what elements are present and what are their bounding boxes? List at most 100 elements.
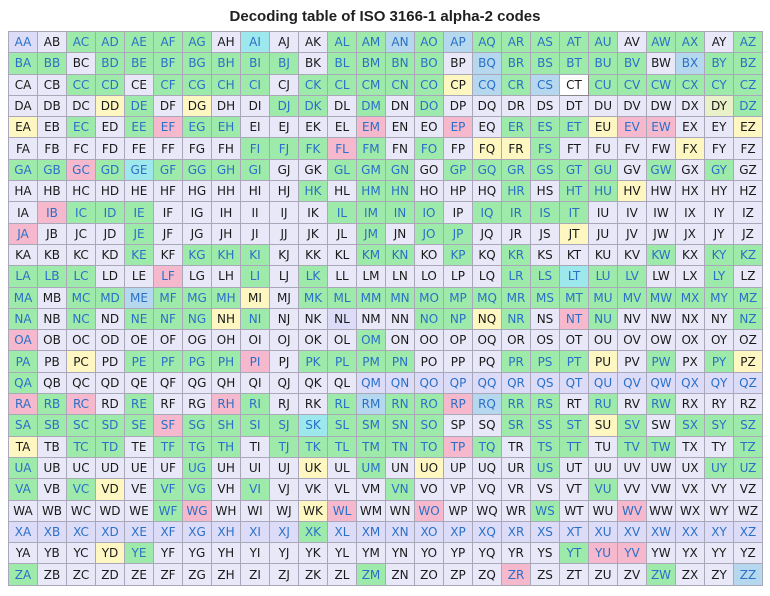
code-cell-wt: WT xyxy=(560,500,589,522)
code-cell-fh: FH xyxy=(212,138,241,160)
code-cell-vn: VN xyxy=(386,479,415,501)
code-cell-zx: ZX xyxy=(676,564,705,586)
code-cell-wg: WG xyxy=(183,500,212,522)
code-cell-nw: NW xyxy=(647,308,676,331)
code-cell-qt: QT xyxy=(560,372,589,395)
code-cell-we: WE xyxy=(125,500,154,522)
code-cell-lq: LQ xyxy=(473,266,502,288)
code-cell-wr: WR xyxy=(502,500,531,522)
code-cell-ks: KS xyxy=(531,244,560,267)
code-cell-no: NO xyxy=(415,308,444,331)
code-cell-iy: IY xyxy=(705,202,734,224)
code-cell-yx: YX xyxy=(676,543,705,565)
code-cell-qf: QF xyxy=(154,372,183,395)
code-cell-ty: TY xyxy=(705,436,734,458)
code-cell-hy: HY xyxy=(705,181,734,203)
code-cell-oe: OE xyxy=(125,330,154,352)
code-cell-rg: RG xyxy=(183,394,212,416)
code-cell-pc: PC xyxy=(67,351,96,373)
code-cell-yw: YW xyxy=(647,543,676,565)
code-cell-dw: DW xyxy=(647,95,676,118)
code-cell-pl: PL xyxy=(328,351,357,373)
code-cell-mi: MI xyxy=(241,287,270,309)
code-cell-sa: SA xyxy=(9,415,38,437)
code-cell-cj: CJ xyxy=(270,74,299,96)
code-cell-fj: FJ xyxy=(270,138,299,160)
code-cell-yu: YU xyxy=(589,543,618,565)
code-cell-hb: HB xyxy=(38,181,67,203)
code-cell-wq: WQ xyxy=(473,500,502,522)
code-cell-gd: GD xyxy=(96,159,125,182)
code-cell-tf: TF xyxy=(154,436,183,458)
code-cell-ja: JA xyxy=(9,223,38,245)
code-cell-xo: XO xyxy=(415,521,444,544)
code-cell-ya: YA xyxy=(9,543,38,565)
code-cell-ke: KE xyxy=(125,244,154,267)
code-cell-ua: UA xyxy=(9,457,38,480)
code-cell-ae: AE xyxy=(125,32,154,54)
code-cell-ry: RY xyxy=(705,394,734,416)
code-cell-tv: TV xyxy=(618,436,647,458)
code-cell-gp: GP xyxy=(444,159,473,182)
code-cell-ea: EA xyxy=(9,117,38,139)
code-cell-td: TD xyxy=(96,436,125,458)
code-cell-zv: ZV xyxy=(618,564,647,586)
code-cell-km: KM xyxy=(357,244,386,267)
code-cell-pq: PQ xyxy=(473,351,502,373)
code-cell-ib: IB xyxy=(38,202,67,224)
code-cell-io: IO xyxy=(415,202,444,224)
code-cell-zd: ZD xyxy=(96,564,125,586)
code-cell-ic: IC xyxy=(67,202,96,224)
code-cell-en: EN xyxy=(386,117,415,139)
code-cell-bq: BQ xyxy=(473,53,502,75)
code-cell-lg: LG xyxy=(183,266,212,288)
code-cell-qy: QY xyxy=(705,372,734,395)
code-cell-ls: LS xyxy=(531,266,560,288)
code-cell-sd: SD xyxy=(96,415,125,437)
code-cell-fl: FL xyxy=(328,138,357,160)
code-cell-lb: LB xyxy=(38,266,67,288)
code-cell-vm: VM xyxy=(357,479,386,501)
code-cell-mj: MJ xyxy=(270,287,299,309)
code-cell-ky: KY xyxy=(705,244,734,267)
code-cell-yp: YP xyxy=(444,543,473,565)
code-cell-jv: JV xyxy=(618,223,647,245)
code-cell-yk: YK xyxy=(299,543,328,565)
code-cell-xi: XI xyxy=(241,521,270,544)
code-cell-kk: KK xyxy=(299,244,328,267)
code-cell-ct: CT xyxy=(560,74,589,96)
code-cell-fv: FV xyxy=(618,138,647,160)
code-cell-mk: MK xyxy=(299,287,328,309)
code-cell-ey: EY xyxy=(705,117,734,139)
code-cell-dq: DQ xyxy=(473,95,502,118)
code-cell-yl: YL xyxy=(328,543,357,565)
code-cell-ws: WS xyxy=(531,500,560,522)
code-cell-wl: WL xyxy=(328,500,357,522)
code-cell-hw: HW xyxy=(647,181,676,203)
code-cell-fo: FO xyxy=(415,138,444,160)
code-cell-be: BE xyxy=(125,53,154,75)
code-cell-ad: AD xyxy=(96,32,125,54)
code-cell-ml: ML xyxy=(328,287,357,309)
code-cell-ui: UI xyxy=(241,457,270,480)
code-cell-hv: HV xyxy=(618,181,647,203)
code-cell-qz: QZ xyxy=(734,372,763,395)
code-cell-jb: JB xyxy=(38,223,67,245)
code-cell-qb: QB xyxy=(38,372,67,395)
code-cell-sb: SB xyxy=(38,415,67,437)
code-cell-yr: YR xyxy=(502,543,531,565)
code-cell-hd: HD xyxy=(96,181,125,203)
code-cell-iw: IW xyxy=(647,202,676,224)
code-cell-wm: WM xyxy=(357,500,386,522)
code-cell-nx: NX xyxy=(676,308,705,331)
code-cell-an: AN xyxy=(386,32,415,54)
code-cell-hr: HR xyxy=(502,181,531,203)
code-cell-dn: DN xyxy=(386,95,415,118)
code-cell-mp: MP xyxy=(444,287,473,309)
code-cell-yb: YB xyxy=(38,543,67,565)
code-cell-jy: JY xyxy=(705,223,734,245)
code-cell-od: OD xyxy=(96,330,125,352)
code-cell-rm: RM xyxy=(357,394,386,416)
code-cell-mw: MW xyxy=(647,287,676,309)
code-cell-zz: ZZ xyxy=(734,564,763,586)
